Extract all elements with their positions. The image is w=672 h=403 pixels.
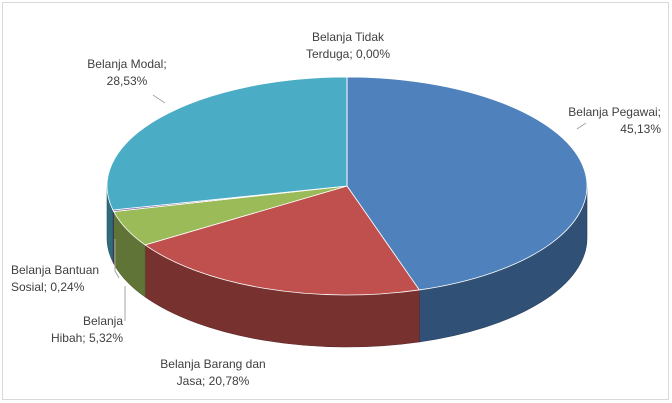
leader-line-belanja-pegawai — [576, 122, 587, 130]
leader-line-belanja-modal — [152, 94, 166, 104]
pie-chart — [106, 76, 588, 348]
data-label-belanja-pegawai: Belanja Pegawai; 45,13% — [568, 105, 661, 136]
leader-line-belanja-bantuan-sosial — [114, 239, 120, 279]
pie-slice-belanja-pegawai — [346, 76, 588, 291]
data-label-belanja-barang-dan-jasa: Belanja Barang dan Jasa; 20,78% — [160, 357, 266, 388]
pie-slice-belanja-modal — [106, 76, 348, 211]
data-label-belanja-hibah: Belanja Hibah; 5,32% — [50, 314, 123, 345]
data-label-belanja-bantuan-sosial: Belanja Bantuan Sosial; 0,24% — [11, 263, 100, 294]
pie-slice-belanja-barang-dan-jasa — [144, 185, 420, 296]
data-label-belanja-tidak-terduga: Belanja Tidak Terduga; 0,00% — [305, 30, 391, 61]
data-label-belanja-modal: Belanja Modal; 28,53% — [87, 57, 167, 88]
